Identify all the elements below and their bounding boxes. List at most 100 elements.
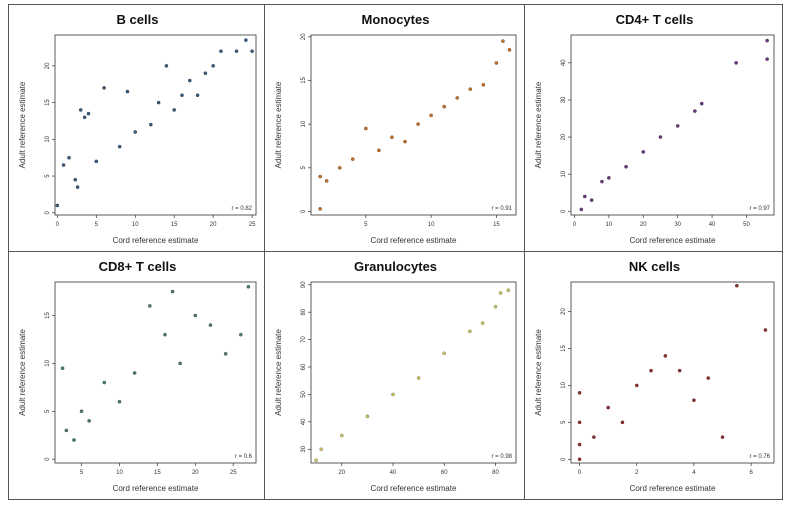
data-point	[156, 100, 161, 105]
y-tick-label: 20	[561, 308, 567, 315]
data-point	[582, 194, 587, 199]
x-tick-label: 10	[116, 470, 123, 476]
data-point	[416, 122, 420, 126]
x-tick-label: 0	[56, 222, 60, 228]
x-tick-label: 6	[749, 470, 753, 476]
data-point	[163, 332, 167, 337]
x-tick-label: 20	[192, 470, 199, 476]
y-tick-label: 10	[45, 359, 51, 366]
panel-cd8-t-cells: CD8+ T cells 5 10 15 20 25 0 5 10 15 Cord referenc…	[8, 251, 265, 500]
data-point	[339, 433, 344, 438]
data-point	[641, 150, 646, 154]
x-axis-label: Cord reference estimate	[630, 236, 716, 245]
data-point	[498, 291, 503, 295]
data-point	[365, 414, 370, 419]
data-point	[67, 155, 71, 160]
panel-b-cells: B cells 0 5 10 15 20 25 0 5 10 15 20 Cord reference …	[8, 4, 265, 252]
data-point	[318, 207, 322, 211]
data-point	[82, 115, 87, 120]
scatter-plot-cd8-t-cells: CD8+ T cells 5 10 15 20 25 0 5 10 15 Cord referenc…	[18, 259, 257, 493]
data-point	[180, 93, 184, 98]
data-point	[172, 108, 176, 112]
y-tick-label: 90	[301, 281, 307, 288]
data-point	[468, 329, 472, 334]
x-tick-label: 10	[606, 222, 613, 228]
data-point	[706, 376, 711, 380]
correlation-label: r = 0.76	[749, 454, 770, 460]
data-point	[699, 101, 704, 106]
data-point	[720, 435, 725, 439]
x-tick-label: 80	[492, 470, 499, 476]
y-axis-label: Adult reference estimate	[274, 329, 283, 416]
data-point	[493, 304, 498, 309]
x-tick-label: 15	[493, 222, 500, 228]
data-point	[117, 399, 122, 404]
data-point	[208, 323, 213, 327]
data-point	[78, 108, 83, 112]
data-point	[429, 113, 433, 118]
data-point	[337, 166, 342, 170]
data-point	[507, 48, 512, 52]
y-tick-label: 40	[301, 418, 307, 425]
y-tick-label: 5	[45, 409, 51, 413]
data-point	[244, 38, 248, 42]
data-point	[480, 321, 485, 325]
scatter-plot-b-cells: B cells 0 5 10 15 20 25 0 5 10 15 20 Cord reference …	[18, 12, 257, 245]
x-tick-label: 60	[441, 470, 448, 476]
data-point	[219, 49, 223, 53]
x-tick-label: 15	[171, 222, 178, 228]
data-point	[658, 135, 663, 139]
data-point	[607, 176, 611, 180]
panel-nk-cells: NK cells 0 2 4 6 0 5 10 15 20 Cord reference estim…	[524, 251, 783, 500]
data-point	[55, 203, 60, 208]
data-point	[94, 159, 99, 164]
correlation-label: r = 0.91	[491, 206, 512, 212]
data-point	[73, 177, 78, 182]
data-point	[763, 328, 768, 332]
data-point	[416, 376, 421, 380]
x-tick-label: 0	[573, 222, 577, 228]
y-axis-label: Adult reference estimate	[274, 81, 283, 168]
data-point	[246, 284, 251, 289]
x-tick-label: 20	[640, 222, 647, 228]
data-point	[624, 164, 628, 169]
y-tick-label: 70	[301, 336, 307, 343]
y-tick-label: 15	[301, 76, 307, 83]
data-point	[87, 419, 91, 423]
data-point	[350, 157, 355, 161]
plot-frame	[570, 34, 775, 216]
y-tick-label: 5	[561, 420, 567, 424]
y-tick-label: 15	[45, 312, 51, 319]
data-point	[735, 283, 739, 288]
data-point	[589, 198, 594, 202]
plot-frame	[570, 281, 775, 464]
y-tick-label: 0	[561, 209, 567, 213]
chart-title: NK cells	[629, 259, 680, 274]
y-tick-label: 10	[561, 381, 567, 388]
data-point	[364, 126, 368, 131]
data-point	[319, 447, 324, 452]
data-point	[164, 64, 169, 68]
y-axis-label: Adult reference estimate	[534, 329, 543, 416]
x-axis-label: Cord reference estimate	[113, 236, 199, 245]
scatter-plot-monocytes: Monocytes 5 10 15 0 5 10 15 20 Cord reference est…	[274, 12, 517, 245]
x-axis-label: Cord reference estimate	[371, 236, 457, 245]
data-point	[324, 179, 329, 183]
data-point	[60, 366, 65, 370]
x-tick-label: 40	[390, 470, 397, 476]
correlation-label: r = 0.97	[749, 206, 770, 212]
y-tick-label: 15	[561, 344, 567, 351]
x-tick-label: 25	[249, 222, 256, 228]
data-point	[649, 368, 653, 373]
data-point	[102, 380, 107, 385]
correlation-label: r = 0.6	[235, 454, 253, 460]
data-point	[178, 361, 182, 366]
x-tick-label: 4	[692, 470, 696, 476]
panel-monocytes: Monocytes 5 10 15 0 5 10 15 20 Cord reference est…	[264, 4, 525, 252]
chart-title: Monocytes	[362, 12, 430, 27]
y-tick-label: 80	[301, 308, 307, 315]
y-tick-label: 0	[45, 457, 51, 461]
plot-frame	[310, 281, 517, 464]
data-point	[149, 122, 153, 127]
chart-title: CD4+ T cells	[616, 12, 694, 27]
